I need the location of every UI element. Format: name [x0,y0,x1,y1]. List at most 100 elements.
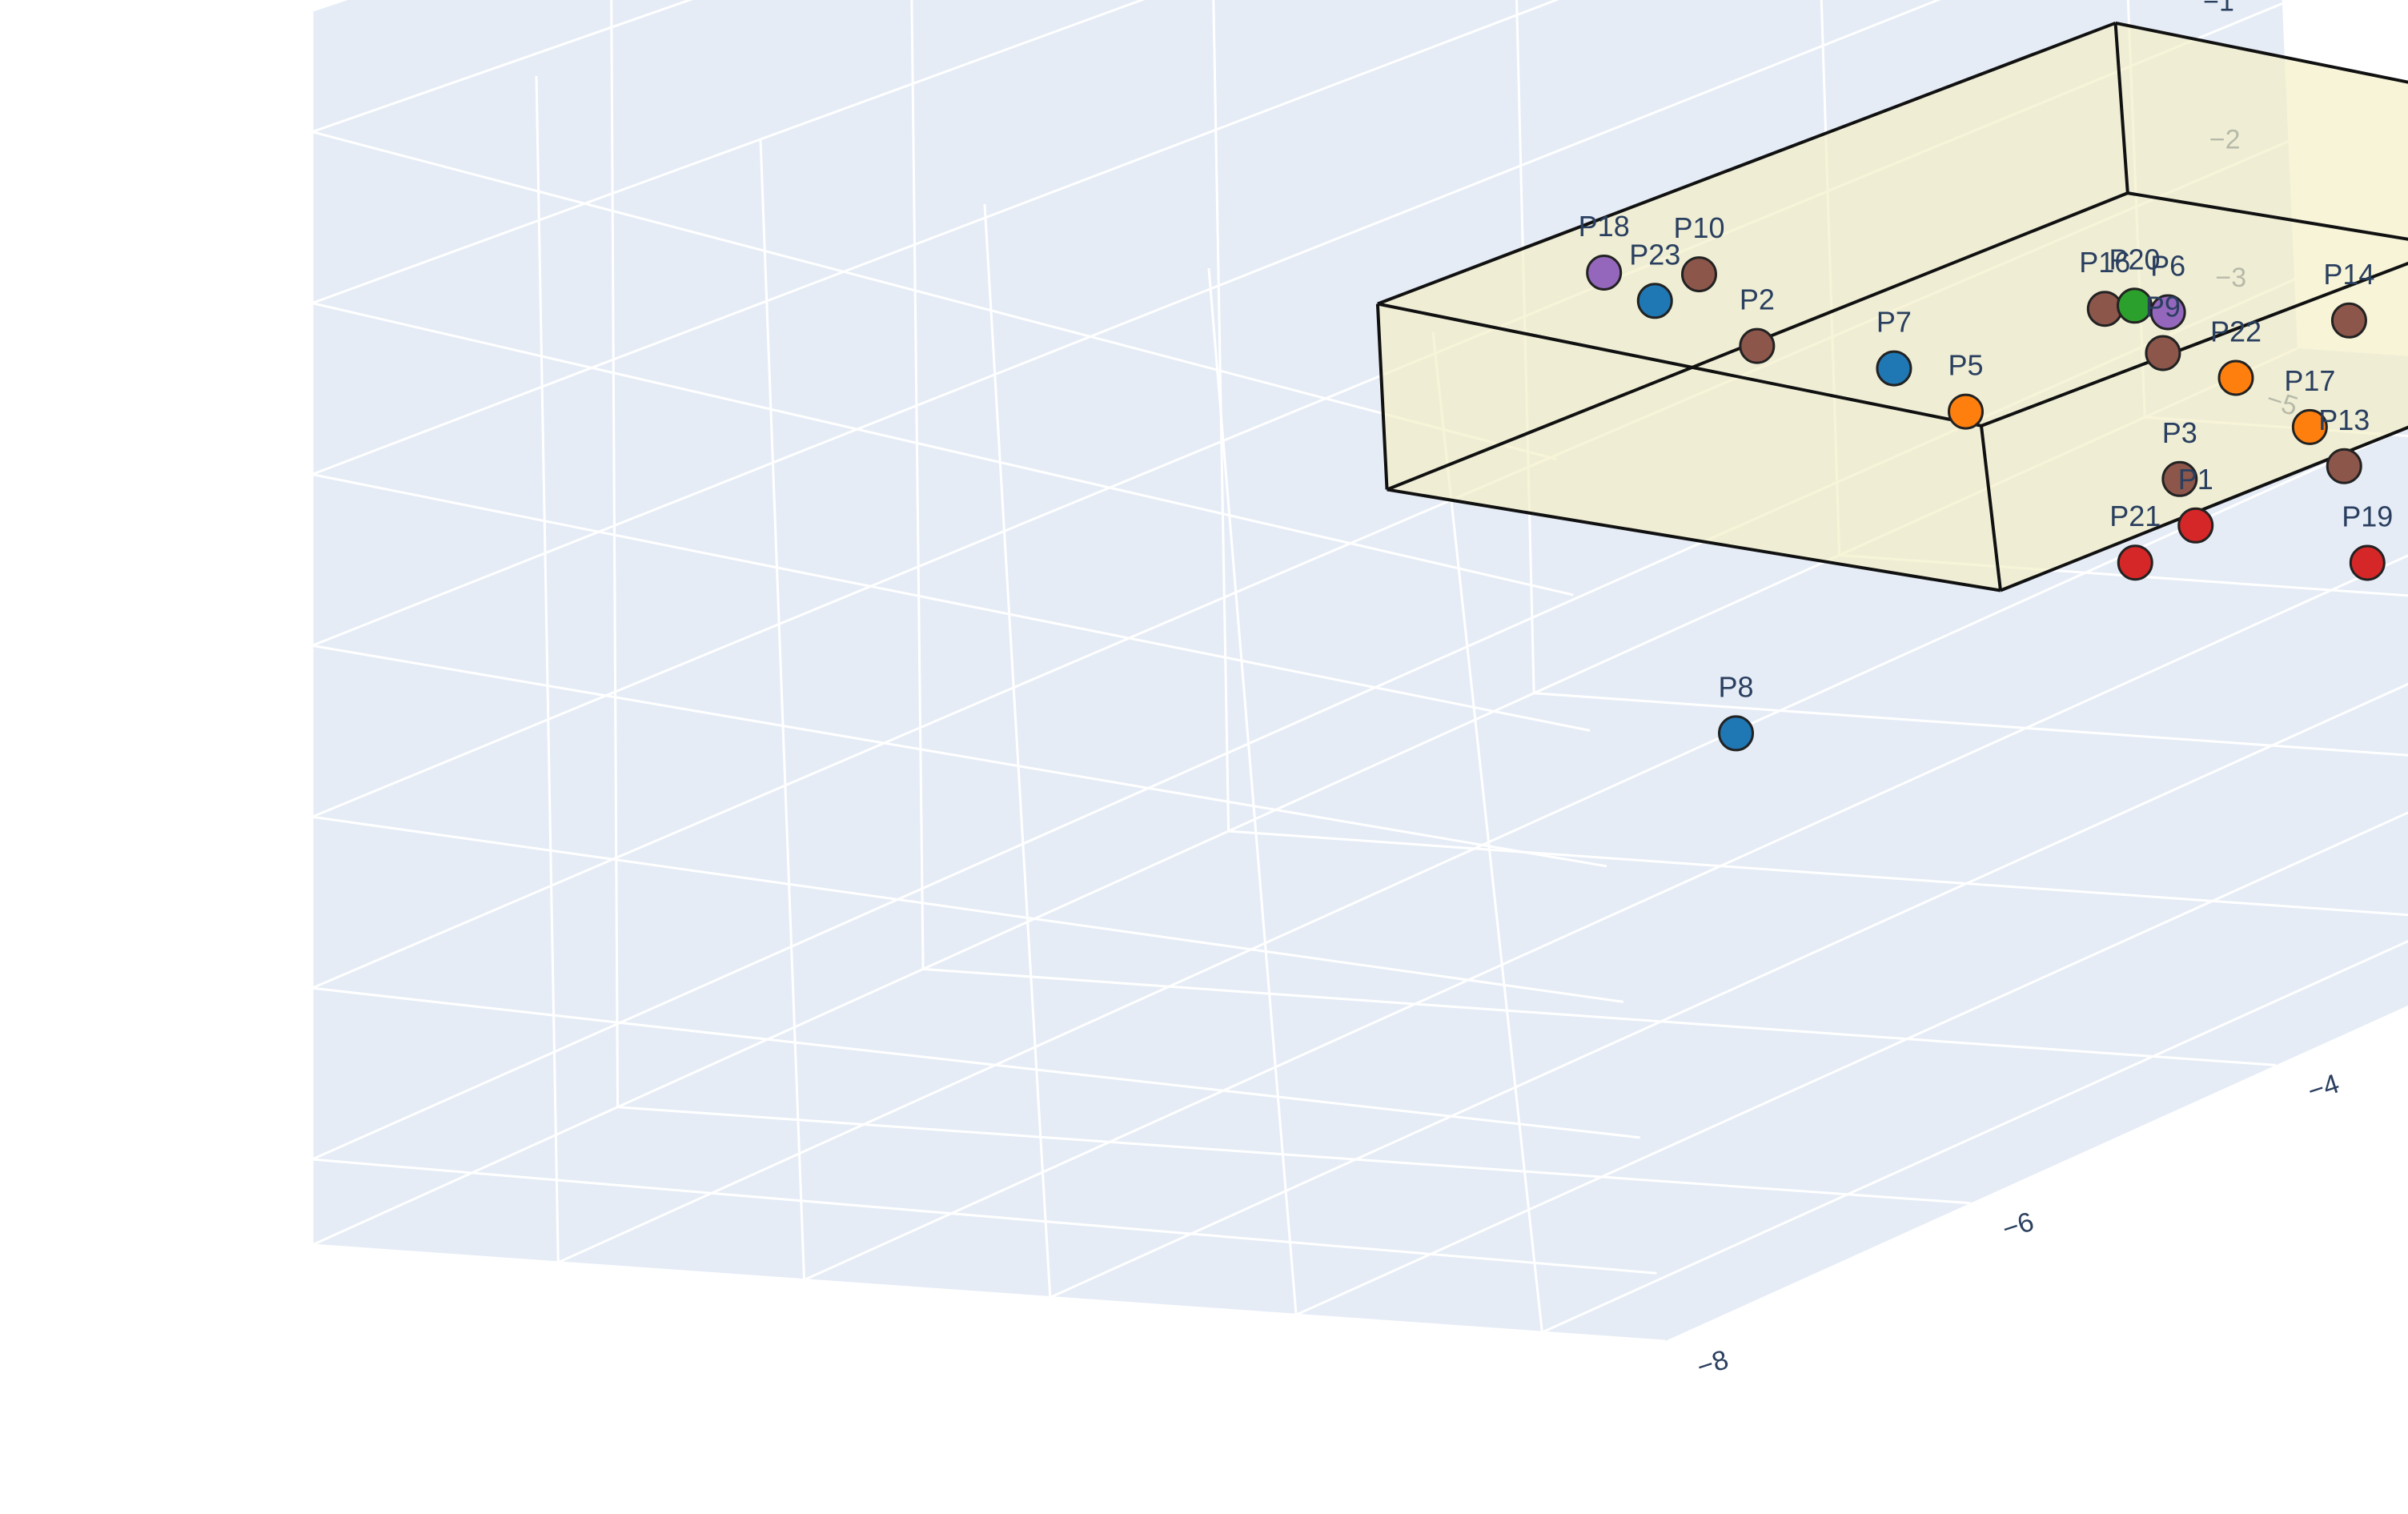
point-label-p22: P22 [2210,315,2262,348]
point-label-p3: P3 [2162,416,2197,449]
point-label-p5: P5 [1948,349,1983,382]
grid-x-floor [1228,829,2408,917]
data-point-p1 [2177,507,2214,544]
grid-y-back [535,75,560,1263]
highlight-box-edge [1377,21,2117,306]
x-tick-label: −6 [1999,1207,2038,1245]
grid-y-floor [803,554,2408,1282]
point-labels: P1P2P3P4P5P6P7P8P9P10P11P12P13P14P15P16P… [1579,210,2394,703]
highlight-box-edge [1377,302,1982,428]
highlight-box-edge [2113,22,2129,194]
data-point-p19 [2349,544,2386,581]
grid-x-side [2126,0,2146,418]
data-point-p18 [1586,254,1623,291]
data-point-p8 [1718,715,1755,752]
point-label-p23: P23 [1629,238,1680,271]
grid-y-floor [1541,939,2408,1334]
data-point-p2 [1739,327,1776,364]
data-point-p9 [2145,335,2181,371]
highlight-box-edge [1375,303,1389,490]
highlight-box-edge [1981,261,2408,428]
x-tick-label: −4 [2304,1068,2343,1106]
grid-z-back [311,644,1607,868]
highlight-box-face [1387,193,2408,591]
grid-x-side [1212,0,1230,832]
data-point-p10 [1680,256,1717,293]
grid-y-floor [557,425,2408,1264]
x-tick-label: −8 [1693,1344,1732,1383]
highlight-box-face [1377,303,2001,591]
highlight-box [1375,21,2408,592]
grid-y-floor [1295,811,2408,1316]
data-points [1586,254,2386,752]
point-label-p18: P18 [1579,210,1630,243]
point-label-p20: P20 [2109,243,2160,275]
floor-wall [312,348,2408,1341]
data-point-p21 [2117,544,2153,581]
point-label-p6: P6 [2150,250,2185,283]
grid-z-back [311,131,1557,461]
grid-x-floor [617,1106,1971,1205]
point-label-p9: P9 [2145,291,2181,323]
highlight-box-edge [1979,425,2002,591]
data-point-p16 [2086,291,2123,327]
grid-z-back [311,302,1574,596]
grid-z-back [311,1158,1657,1275]
highlight-box-face [1981,263,2408,591]
point-label-p10: P10 [1673,211,1724,244]
grid-z-side [311,0,693,134]
grid-z-back [311,473,1591,732]
highlight-box-edge [2127,191,2408,241]
data-point-p5 [1948,393,1985,430]
point-label-p16: P16 [2079,246,2130,279]
z-tick-label: −1 [2203,0,2234,17]
highlight-box-edge [2000,425,2408,592]
side-wall [312,0,2298,1245]
point-label-p17: P17 [2284,364,2335,397]
grid-x-side [1820,0,1841,556]
grid-y-back [1207,267,1298,1315]
z-tick-label: −2 [2209,125,2241,155]
grid-y-floor [311,347,2298,1247]
grid-z-side [311,2,2283,818]
point-label-p7: P7 [1876,306,1912,339]
point-label-p13: P13 [2318,404,2370,436]
grid-x-side [610,0,620,1107]
point-label-p1: P1 [2178,463,2213,496]
grid-z-back [311,815,1624,1003]
data-point-p23 [1636,283,1673,319]
grid-x-floor [1839,553,2408,597]
grid-z-side [311,0,1560,476]
point-label-p14: P14 [2323,258,2374,291]
grid-y-back [759,139,806,1280]
point-label-p8: P8 [1718,670,1753,703]
highlight-box-edge [1387,488,2001,592]
grid-x-floor [922,967,2277,1066]
grid-z-back [311,986,1640,1139]
data-point-p20 [2116,287,2153,324]
highlight-box-face [2115,22,2408,239]
grid-x-floor [1534,692,2408,757]
grid-x-floor [2145,416,2408,438]
data-point-p13 [2326,448,2362,484]
data-point-p7 [1876,350,1912,387]
grid-x-floor [311,1243,1666,1343]
highlight-box-face [1377,22,2128,490]
highlight-box-edge [2115,21,2408,84]
grid-y-back [983,203,1052,1298]
data-point-p22 [2217,359,2254,396]
point-label-p21: P21 [2109,500,2161,532]
grid-y-floor [1049,682,2408,1299]
data-point-p14 [2330,302,2367,339]
z-tick-label: −3 [2215,263,2246,293]
data-point-p17 [2291,408,2328,445]
grid-x-side [910,0,925,970]
grid-z-side [311,0,1146,305]
grid-z-side [311,0,1941,647]
grid-z-side [311,140,2290,990]
highlight-box-face [1377,22,2408,426]
data-point-p3 [2161,460,2198,497]
point-label-p2: P2 [1740,283,1775,316]
